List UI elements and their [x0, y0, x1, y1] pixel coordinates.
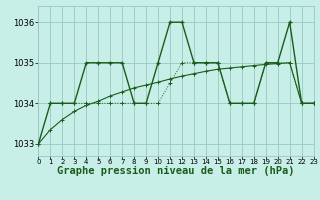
- X-axis label: Graphe pression niveau de la mer (hPa): Graphe pression niveau de la mer (hPa): [57, 166, 295, 176]
